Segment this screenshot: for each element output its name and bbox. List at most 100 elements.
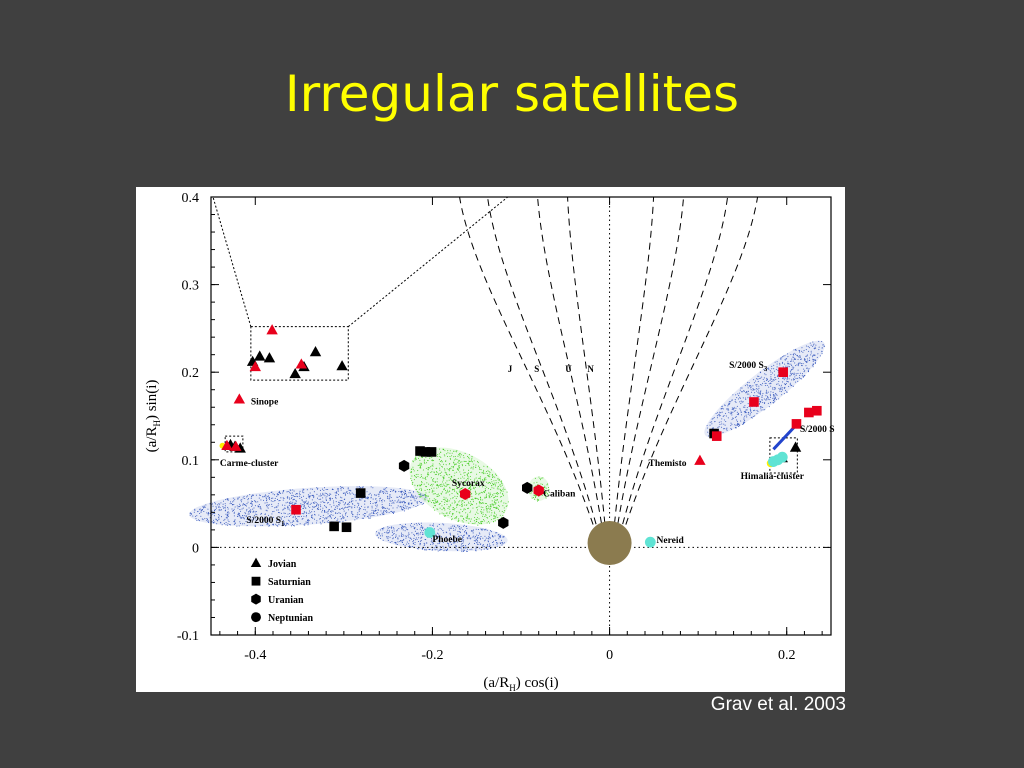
cloud-dot bbox=[396, 529, 398, 531]
cloud-dot bbox=[320, 523, 322, 525]
cloud-dot bbox=[471, 496, 473, 498]
cloud-dot bbox=[283, 508, 285, 510]
cloud-dot bbox=[232, 497, 234, 499]
cloud-dot bbox=[332, 510, 334, 512]
cloud-dot bbox=[433, 542, 434, 544]
cloud-dot bbox=[280, 512, 282, 514]
cloud-dot bbox=[812, 345, 814, 348]
cloud-dot bbox=[476, 460, 479, 463]
cloud-dot bbox=[201, 509, 203, 511]
cloud-dot bbox=[485, 505, 488, 508]
cloud-dot bbox=[289, 520, 291, 522]
annotation-label: S/2000 S bbox=[800, 425, 835, 435]
cloud-dot bbox=[394, 500, 396, 502]
cloud-dot bbox=[363, 512, 365, 514]
cloud-dot bbox=[445, 471, 447, 474]
cloud-dot bbox=[784, 355, 786, 357]
cloud-dot bbox=[289, 498, 291, 500]
cloud-dot bbox=[760, 390, 762, 392]
cloud-dot bbox=[730, 422, 732, 424]
cloud-dot bbox=[234, 498, 236, 500]
cloud-dot bbox=[278, 523, 280, 525]
cloud-dot bbox=[381, 535, 383, 537]
cloud-dot bbox=[419, 466, 422, 469]
cloud-dot bbox=[314, 518, 315, 520]
cloud-dot bbox=[797, 356, 800, 358]
cloud-dot bbox=[313, 491, 315, 493]
cloud-dot bbox=[488, 537, 490, 539]
cloud-dot bbox=[442, 463, 445, 465]
cloud-dot bbox=[445, 492, 447, 494]
cloud-dot bbox=[386, 511, 388, 513]
cloud-dot bbox=[322, 497, 324, 499]
cloud-dot bbox=[419, 476, 421, 479]
cloud-dot bbox=[444, 499, 446, 501]
cloud-dot bbox=[799, 356, 801, 358]
cloud-dot bbox=[777, 383, 779, 385]
cloud-dot bbox=[415, 476, 417, 479]
cloud-dot bbox=[384, 532, 386, 534]
cloud-dot bbox=[462, 521, 464, 523]
cloud-dot bbox=[438, 524, 440, 525]
cloud-dot bbox=[496, 495, 499, 497]
cloud-dot bbox=[482, 480, 484, 482]
cloud-dot bbox=[472, 487, 474, 489]
cloud-dot bbox=[497, 507, 499, 509]
cloud-dot bbox=[499, 543, 501, 545]
cloud-dot bbox=[761, 384, 763, 386]
cloud-dot bbox=[239, 516, 241, 518]
cloud-dot bbox=[453, 488, 455, 490]
cloud-dot bbox=[462, 529, 464, 531]
cloud-dot bbox=[426, 549, 428, 551]
cloud-dot bbox=[737, 394, 740, 397]
cloud-dot bbox=[322, 494, 324, 496]
cloud-dot bbox=[325, 518, 327, 520]
cloud-dot bbox=[246, 510, 248, 512]
cloud-dot bbox=[360, 499, 362, 501]
cloud-dot bbox=[762, 409, 764, 411]
cloud-dot bbox=[808, 357, 811, 359]
cloud-dot bbox=[421, 533, 423, 535]
cloud-dot bbox=[248, 507, 250, 509]
cloud-dot bbox=[460, 473, 462, 475]
cloud-dot bbox=[303, 511, 305, 513]
cloud-dot bbox=[797, 377, 799, 380]
cloud-dot bbox=[324, 487, 326, 489]
cloud-dot bbox=[433, 523, 434, 525]
cloud-dot bbox=[459, 471, 461, 473]
data-point-triangle-red bbox=[230, 440, 242, 451]
cloud-dot bbox=[479, 521, 482, 523]
cloud-dot bbox=[765, 389, 768, 391]
cloud-dot bbox=[254, 524, 256, 526]
cloud-dot bbox=[806, 355, 808, 357]
cloud-dot bbox=[784, 377, 786, 379]
cloud-dot bbox=[376, 500, 378, 502]
cloud-dot bbox=[292, 525, 294, 527]
cloud-dot bbox=[436, 471, 438, 474]
cloud-dot bbox=[719, 411, 721, 413]
cloud-dot bbox=[495, 502, 497, 505]
cloud-dot bbox=[813, 354, 816, 357]
cloud-dot bbox=[475, 538, 477, 540]
cloud-dot bbox=[318, 514, 320, 516]
cloud-dot bbox=[240, 501, 242, 503]
cloud-dot bbox=[416, 485, 419, 487]
cloud-dot bbox=[356, 506, 358, 508]
cloud-dot bbox=[772, 391, 774, 394]
cloud-dot bbox=[392, 512, 394, 513]
cloud-dot bbox=[495, 501, 497, 504]
cloud-dot bbox=[407, 508, 409, 510]
cloud-dot bbox=[381, 501, 383, 503]
cloud-dot bbox=[453, 529, 455, 531]
cloud-dot bbox=[291, 525, 292, 527]
cloud-dot bbox=[433, 528, 435, 530]
cloud-dot bbox=[392, 501, 394, 503]
cloud-dot bbox=[761, 376, 763, 378]
cloud-dot bbox=[537, 499, 539, 501]
cloud-dot bbox=[711, 427, 713, 429]
cloud-dot bbox=[264, 516, 266, 518]
cloud-dot bbox=[291, 494, 293, 496]
cloud-dot bbox=[469, 510, 472, 512]
cloud-dot bbox=[493, 541, 495, 543]
cloud-dot bbox=[328, 494, 330, 496]
